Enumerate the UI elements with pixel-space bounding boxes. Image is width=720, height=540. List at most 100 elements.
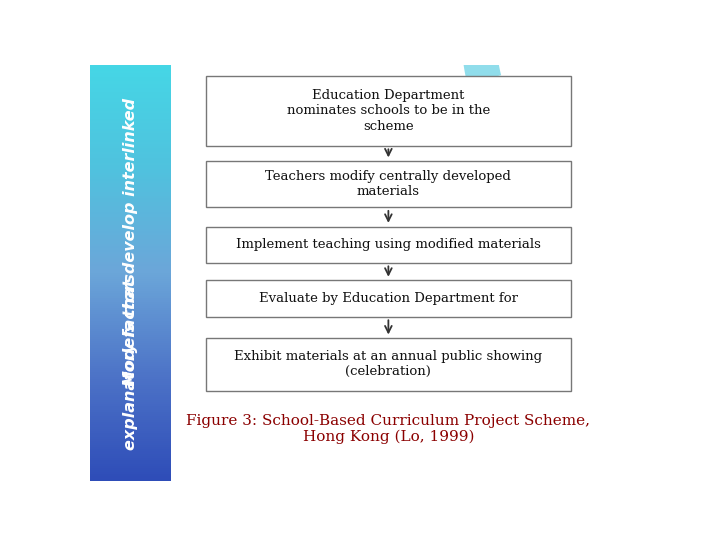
Bar — [90, 259, 171, 262]
Bar — [90, 172, 171, 175]
Bar — [90, 467, 171, 470]
Bar — [90, 453, 171, 456]
Bar — [90, 415, 171, 418]
Bar — [90, 332, 171, 335]
Bar — [90, 301, 171, 304]
Bar — [90, 388, 171, 391]
Text: Exhibit materials at an annual public showing
(celebration): Exhibit materials at an annual public sh… — [234, 350, 542, 379]
Bar — [90, 341, 171, 343]
Bar — [90, 280, 171, 283]
Bar — [90, 191, 171, 194]
Bar — [90, 303, 171, 306]
Bar — [90, 141, 171, 144]
Bar — [90, 420, 171, 422]
Bar — [90, 180, 171, 183]
Bar — [90, 212, 171, 214]
Bar — [90, 397, 171, 400]
Bar — [206, 338, 570, 390]
Bar — [90, 330, 171, 333]
Bar — [90, 276, 171, 279]
Bar — [90, 261, 171, 265]
Bar — [90, 334, 171, 337]
Bar — [90, 355, 171, 358]
Bar — [90, 449, 171, 451]
Bar — [90, 220, 171, 223]
Bar — [90, 266, 171, 268]
Bar — [90, 293, 171, 295]
Bar — [90, 75, 171, 77]
Bar — [90, 199, 171, 202]
Bar — [90, 282, 171, 285]
Bar — [90, 241, 171, 244]
Bar — [90, 207, 171, 211]
Bar — [206, 280, 570, 316]
Polygon shape — [505, 0, 613, 42]
Bar — [90, 99, 171, 102]
Bar — [90, 80, 171, 84]
Bar — [90, 145, 171, 148]
Bar — [90, 469, 171, 472]
Bar — [90, 287, 171, 289]
Bar — [90, 143, 171, 146]
Bar — [90, 272, 171, 275]
Bar — [90, 339, 171, 341]
Bar — [90, 461, 171, 464]
Bar — [90, 70, 171, 73]
Bar — [90, 124, 171, 127]
Bar — [90, 133, 171, 136]
Bar — [90, 299, 171, 302]
Bar — [90, 438, 171, 441]
Bar — [90, 214, 171, 217]
Bar — [90, 393, 171, 395]
Bar — [90, 432, 171, 435]
Bar — [90, 197, 171, 200]
Bar — [90, 64, 171, 67]
Bar — [90, 390, 171, 393]
Bar — [90, 478, 171, 481]
Bar — [90, 91, 171, 94]
Text: Implement teaching using modified materials: Implement teaching using modified materi… — [236, 238, 541, 251]
Bar — [90, 434, 171, 437]
Bar — [90, 170, 171, 173]
Bar — [90, 463, 171, 466]
Bar — [90, 151, 171, 154]
Bar — [90, 413, 171, 416]
Bar — [90, 166, 171, 168]
Bar — [90, 95, 171, 98]
Bar — [90, 430, 171, 433]
Bar — [90, 353, 171, 356]
Bar — [90, 307, 171, 310]
Bar — [90, 185, 171, 187]
Bar — [90, 174, 171, 177]
Bar — [90, 403, 171, 406]
Bar — [90, 409, 171, 412]
Bar — [90, 249, 171, 252]
Bar — [90, 401, 171, 404]
Bar — [90, 291, 171, 294]
Bar — [206, 161, 570, 207]
Bar — [90, 274, 171, 277]
Text: Figure 3: School-Based Curriculum Project Scheme,
Hong Kong (Lo, 1999): Figure 3: School-Based Curriculum Projec… — [186, 414, 590, 444]
Bar — [90, 222, 171, 225]
Bar — [90, 440, 171, 443]
Bar — [90, 89, 171, 92]
Bar — [90, 370, 171, 373]
Bar — [90, 187, 171, 190]
Bar — [90, 245, 171, 248]
Bar — [90, 122, 171, 125]
Bar — [90, 176, 171, 179]
Bar — [90, 411, 171, 414]
Bar — [90, 305, 171, 308]
Bar — [90, 107, 171, 111]
Text: Evaluate by Education Department for: Evaluate by Education Department for — [259, 292, 518, 305]
Bar — [90, 160, 171, 163]
Bar — [206, 226, 570, 262]
Bar — [90, 224, 171, 227]
Bar — [90, 210, 171, 212]
Bar — [90, 112, 171, 114]
Bar — [90, 102, 171, 104]
Bar — [90, 474, 171, 476]
Bar — [90, 309, 171, 312]
Bar — [90, 116, 171, 119]
Bar — [90, 455, 171, 458]
